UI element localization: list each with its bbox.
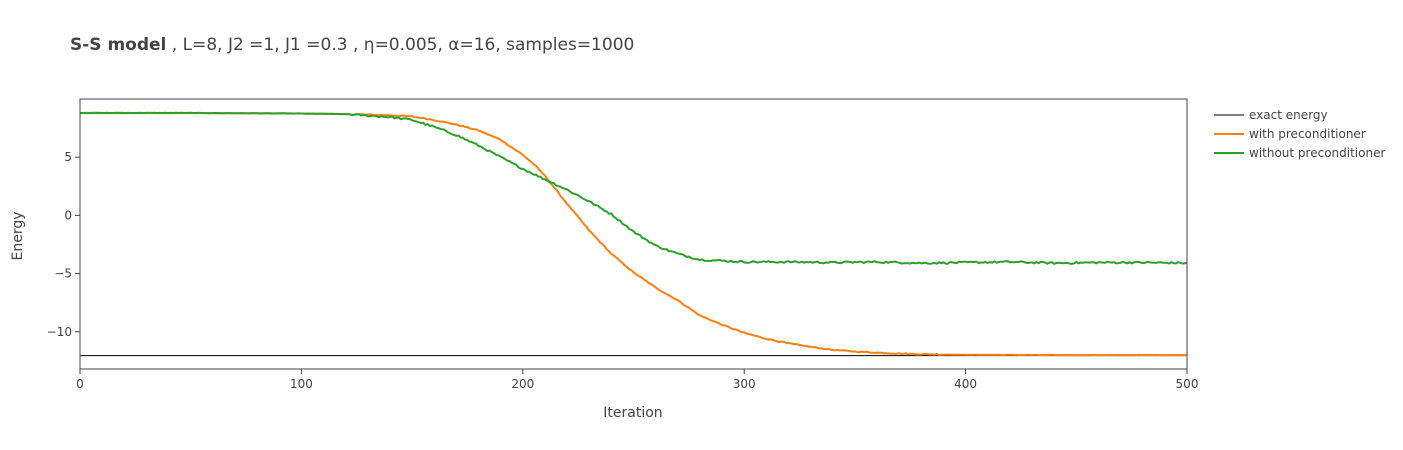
y-tick-label: −5 <box>54 267 72 281</box>
series-lines <box>80 111 1187 357</box>
legend-label-1: with preconditioner <box>1249 127 1366 141</box>
chart-title-bold: S-S model <box>70 35 166 55</box>
series-line-1 <box>80 111 1187 357</box>
x-tick-label: 100 <box>290 377 313 391</box>
x-tick-label: 400 <box>954 377 977 391</box>
series-line-2 <box>80 111 1187 265</box>
y-tick-label: −10 <box>47 325 72 339</box>
y-axis-title: Energy <box>10 211 26 260</box>
legend: exact energy with preconditioner without p… <box>1214 108 1385 160</box>
y-tick-label: 0 <box>64 208 72 222</box>
x-tick-label: 0 <box>76 377 84 391</box>
plot-area: 0 100 200 300 400 500 5 0 −5 −10 <box>47 98 1199 391</box>
y-tick-label: 5 <box>64 150 72 164</box>
x-tick-label: 500 <box>1176 377 1199 391</box>
x-axis-title: Iteration <box>603 405 662 421</box>
legend-label-2: without preconditioner <box>1249 146 1385 160</box>
plot-frame <box>79 98 1188 370</box>
x-tick-label: 300 <box>733 377 756 391</box>
x-tick-label: 200 <box>511 377 534 391</box>
legend-label-0: exact energy <box>1249 108 1328 122</box>
chart-title-params: , L=8, J2 =1, J1 =0.3 , η=0.005, α=16, s… <box>166 35 634 55</box>
chart-title: S-S model , L=8, J2 =1, J1 =0.3 , η=0.00… <box>70 35 634 55</box>
